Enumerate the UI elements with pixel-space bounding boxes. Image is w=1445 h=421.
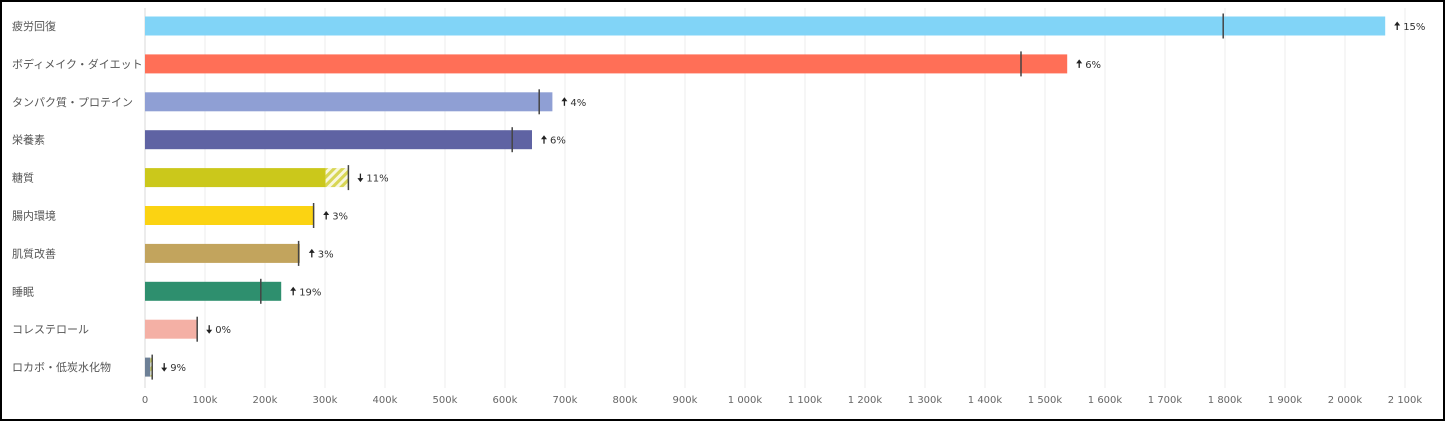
change-percent-label: 9% [170,363,186,374]
arrow-up-icon [290,286,297,296]
x-tick-label: 1 000k [728,395,763,406]
change-percent-label: 4% [570,98,586,109]
bar[interactable] [145,130,532,150]
category-label: タンパク質・プロテイン [12,95,133,109]
change-labels: 15% 6% 4% 6% 11% 3% 3% 19% 0% 9% [161,21,1425,374]
x-tick-label: 1 100k [788,395,823,406]
change-percent-label: 0% [215,325,231,336]
category-label: 糖質 [12,171,34,185]
arrow-up-icon [1076,59,1083,68]
bar[interactable] [145,206,315,225]
bar[interactable] [145,357,151,377]
x-tick-label: 800k [613,395,638,406]
x-tick-label: 100k [193,395,218,406]
category-label: 肌質改善 [12,246,56,260]
bar[interactable] [145,54,1068,74]
bar[interactable] [145,16,1386,36]
change-percent-label: 19% [299,287,321,298]
x-tick-label: 700k [553,395,578,406]
x-tick-label: 1 400k [968,395,1003,406]
x-tick-label: 0 [142,395,148,406]
arrow-up-icon [561,97,568,106]
arrow-head [206,329,213,334]
arrow-head [290,286,297,291]
bar[interactable] [145,243,300,263]
change-percent-label: 6% [1085,60,1101,71]
change-percent-label: 11% [366,174,388,185]
arrow-head [1394,21,1401,26]
x-tick-label: 1 800k [1208,395,1243,406]
x-tick-label: 2 100k [1388,395,1423,406]
category-labels: 疲労回復ボディメイク・ダイエットタンパク質・プロテイン栄養素糖質腸内環境肌質改善… [12,19,143,374]
x-axis-tick-labels: 0 100k 200k 300k 400k 500k 600k 700k 800k 900k 1 0… [142,395,1423,406]
x-tick-label: 1 300k [908,395,943,406]
x-tick-label: 900k [673,395,698,406]
decline-segment [325,168,349,188]
category-label: 栄養素 [12,133,45,147]
arrow-up-icon [1394,21,1401,30]
arrow-down-icon [357,173,364,183]
arrow-head [357,178,364,183]
x-tick-label: 400k [373,395,398,406]
x-tick-label: 200k [253,395,278,406]
change-percent-label: 3% [332,212,348,223]
x-tick-label: 1 900k [1268,395,1303,406]
category-label: 疲労回復 [12,19,56,33]
arrow-up-icon [541,135,547,144]
x-tick-label: 2 000k [1328,395,1363,406]
change-percent-label: 3% [318,249,334,260]
decline-segment [150,357,153,377]
category-label: 睡眠 [12,285,34,298]
bar[interactable] [145,92,553,112]
x-tick-label: 600k [493,395,518,406]
x-tick-label: 1 500k [1028,395,1063,406]
arrow-head [561,97,568,102]
x-tick-label: 1 200k [848,395,883,406]
category-label: ボディメイク・ダイエット [12,57,143,71]
arrow-head [161,367,168,372]
x-tick-label: 1 700k [1148,395,1183,406]
category-label: 腸内環境 [12,209,56,223]
x-tick-label: 1 600k [1088,395,1123,406]
change-percent-label: 6% [550,136,566,147]
arrow-down-icon [161,363,168,372]
arrow-up-icon [323,211,330,220]
arrow-up-icon [308,248,315,258]
category-label: コレステロール [12,323,89,336]
x-tick-label: 500k [433,395,458,406]
category-label: ロカボ・低炭水化物 [12,360,111,374]
change-percent-label: 15% [1403,22,1425,33]
previous-value-markers [151,13,1224,380]
x-tick-label: 300k [313,395,338,406]
bar[interactable] [145,168,326,188]
bar[interactable] [145,319,197,339]
arrow-head [1076,59,1083,64]
arrow-down-icon [206,325,213,334]
bars [145,16,1386,377]
arrow-head [308,248,315,253]
bar[interactable] [145,281,282,301]
arrow-head [541,135,547,140]
arrow-head [323,211,330,215]
